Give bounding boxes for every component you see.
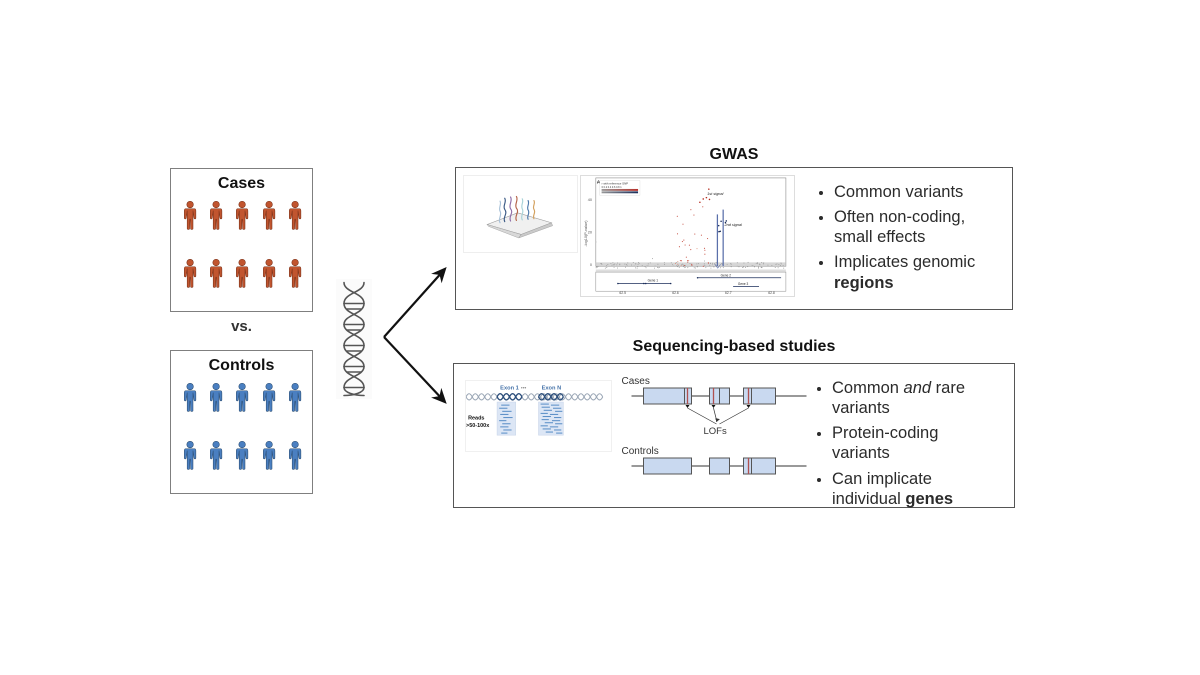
svg-text:>50-100x: >50-100x [466, 423, 489, 429]
svg-text:Exon 1: Exon 1 [500, 386, 519, 392]
svg-text:r with reference SNP: r with reference SNP [602, 182, 629, 186]
svg-text:•••: ••• [521, 386, 527, 392]
svg-text:40: 40 [588, 198, 592, 202]
svg-text:Controls: Controls [622, 446, 659, 457]
svg-text:20: 20 [588, 231, 592, 235]
svg-text:62.6: 62.6 [672, 291, 679, 295]
svg-text:Gene 3: Gene 3 [738, 282, 749, 286]
svg-text:Reads: Reads [468, 416, 484, 422]
svg-text:62.8: 62.8 [768, 291, 775, 295]
svg-text:Cases: Cases [622, 376, 650, 387]
svg-text:Exon N: Exon N [542, 386, 562, 392]
svg-text:-log10(P-value): -log10(P-value) [584, 220, 588, 247]
svg-text:LOFs: LOFs [704, 426, 727, 437]
svg-text:1st signal: 1st signal [707, 192, 723, 196]
svg-text:62.5: 62.5 [619, 291, 626, 295]
svg-text:0 0.2 0.4 0.6 0.8 1: 0 0.2 0.4 0.6 0.8 1 [602, 186, 623, 189]
svg-text:0: 0 [590, 263, 592, 267]
svg-text:Gene 2: Gene 2 [721, 273, 732, 277]
svg-text:62.7: 62.7 [725, 291, 732, 295]
svg-text:Gene 1: Gene 1 [648, 279, 659, 283]
svg-text:2nd signal: 2nd signal [723, 223, 742, 227]
